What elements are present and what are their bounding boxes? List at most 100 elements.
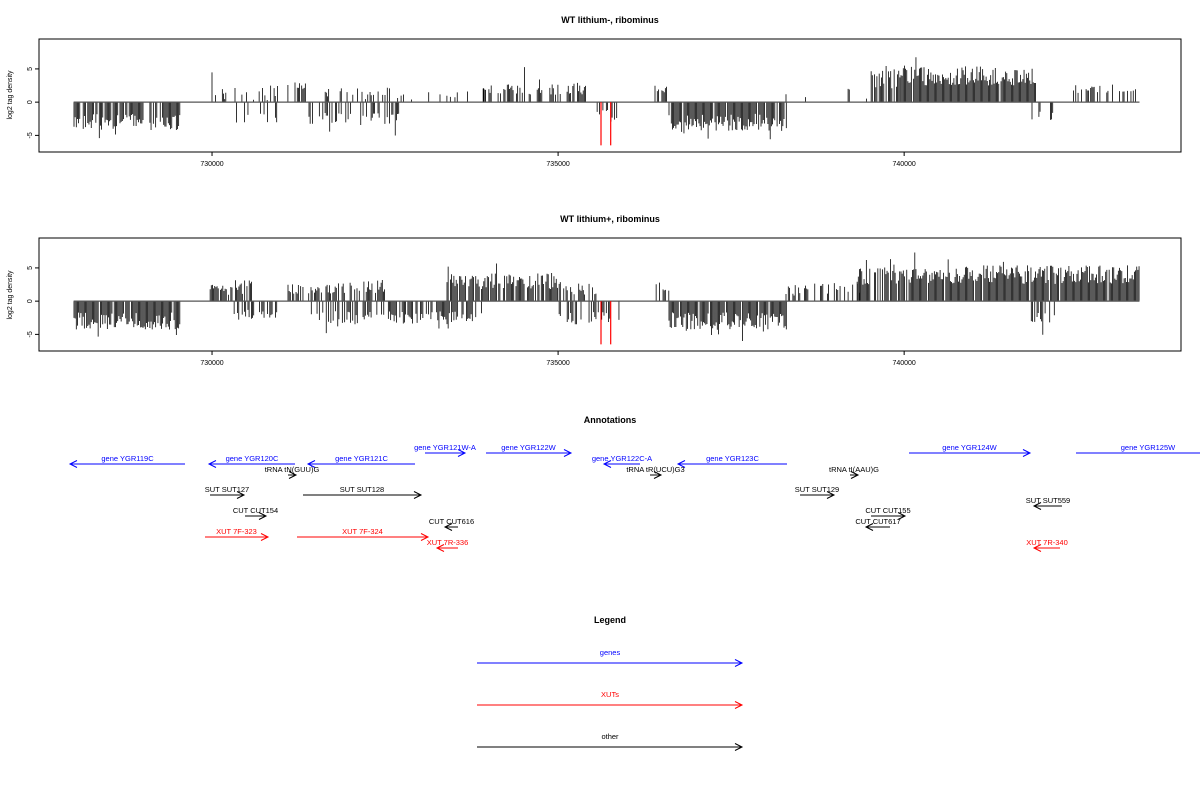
panel-top-x-axis: 730000 735000 740000 xyxy=(200,152,916,168)
y-tick-label: 5 xyxy=(27,67,34,71)
density-bars xyxy=(73,252,1140,341)
legend-arrowhead xyxy=(734,743,744,751)
feature-arrowhead xyxy=(420,533,430,541)
x-tick-label: 735000 xyxy=(546,161,569,168)
legend-item-other: other xyxy=(477,732,744,751)
x-tick-label: 740000 xyxy=(892,161,915,168)
feature-arrowhead xyxy=(457,449,467,457)
feature-label: CUT CUT616 xyxy=(429,517,474,526)
panel-bottom-x-axis: 730000 735000 740000 xyxy=(200,351,916,367)
legend-label: XUTs xyxy=(601,690,619,699)
feature-label: SUT SUT129 xyxy=(795,485,839,494)
legend-label: genes xyxy=(600,648,621,657)
feature-XUTs: XUT 7F-323 xyxy=(205,527,270,541)
density-bars xyxy=(73,57,1136,140)
panel-bottom-y-axis: -5 0 5 xyxy=(27,266,39,337)
feature-XUTs: XUT 7R-340 xyxy=(1026,538,1068,552)
y-tick-label: -5 xyxy=(27,331,34,337)
feature-genes: gene YGR122W xyxy=(486,443,573,457)
panel-bottom: WT lithium+, ribominus log2 tag density … xyxy=(7,214,1182,367)
feature-arrowhead xyxy=(563,449,573,457)
feature-label: tRNA tR(UCU)G3 xyxy=(626,465,684,474)
feature-arrowhead xyxy=(260,533,270,541)
feature-label: gene YGR123C xyxy=(706,454,759,463)
panel-top-ylabel: log2 tag density xyxy=(7,70,14,120)
feature-other: SUT SUT128 xyxy=(303,485,423,499)
feature-other: SUT SUT127 xyxy=(205,485,249,499)
legend-label: other xyxy=(601,732,619,741)
feature-label: gene YGR120C xyxy=(226,454,279,463)
feature-XUTs: XUT 7F-324 xyxy=(297,527,430,541)
feature-label: XUT 7R-340 xyxy=(1026,538,1068,547)
panel-top: WT lithium-, ribominus log2 tag density … xyxy=(7,15,1182,168)
feature-genes: gene YGR122C-A xyxy=(592,454,652,468)
feature-arrowhead xyxy=(288,471,298,479)
panel-top-highlights xyxy=(600,102,612,146)
feature-label: gene YGR125W xyxy=(1121,443,1176,452)
x-tick-label: 735000 xyxy=(546,360,569,367)
annotation-features: gene YGR119C gene YGR120C gene YGR121C gene… xyxy=(68,443,1200,552)
y-tick-label: 0 xyxy=(27,100,34,104)
panel-bottom-highlights xyxy=(600,301,612,345)
panel-bottom-bars xyxy=(73,252,1140,341)
legend-title: Legend xyxy=(594,615,626,625)
feature-label: tRNA tN(GUU)G xyxy=(265,465,320,474)
feature-label: CUT CUT155 xyxy=(865,506,910,515)
y-tick-label: -5 xyxy=(27,132,34,138)
legend-arrowhead xyxy=(734,701,744,709)
feature-label: CUT CUT617 xyxy=(855,517,900,526)
x-tick-label: 740000 xyxy=(892,360,915,367)
panel-top-frame xyxy=(38,38,1182,153)
feature-arrowhead xyxy=(1032,502,1042,510)
feature-arrowhead xyxy=(864,523,874,531)
panel-bottom-title: WT lithium+, ribominus xyxy=(560,214,660,224)
feature-label: gene YGR124W xyxy=(942,443,997,452)
feature-label: XUT 7F-324 xyxy=(342,527,383,536)
feature-XUTs: XUT 7R-336 xyxy=(427,538,469,552)
feature-genes: gene YGR120C xyxy=(207,454,295,468)
feature-arrowhead xyxy=(236,491,246,499)
feature-label: XUT 7R-336 xyxy=(427,538,469,547)
feature-arrowhead xyxy=(413,491,423,499)
feature-arrowhead xyxy=(68,460,78,468)
feature-arrowhead xyxy=(435,544,445,552)
feature-arrowhead xyxy=(306,460,316,468)
legend-arrowhead xyxy=(734,659,744,667)
panel-top-title: WT lithium-, ribominus xyxy=(561,15,659,25)
feature-genes: gene YGR125W xyxy=(1076,443,1200,454)
y-tick-label: 0 xyxy=(27,299,34,303)
feature-label: SUT SUT559 xyxy=(1026,496,1070,505)
panel-bottom-ylabel: log2 tag density xyxy=(7,270,14,320)
legend-panel: Legend genes XUTs other xyxy=(477,615,744,751)
x-tick-label: 730000 xyxy=(200,360,223,367)
panel-top-bars xyxy=(73,57,1140,140)
feature-arrowhead xyxy=(653,471,663,479)
feature-label: gene YGR122W xyxy=(501,443,556,452)
feature-genes: gene YGR121W-A xyxy=(414,443,476,457)
legend-items: genes XUTs other xyxy=(477,648,744,751)
feature-genes: gene YGR121C xyxy=(306,454,415,468)
panel-top-y-axis: -5 0 5 xyxy=(27,67,39,138)
feature-label: gene YGR121W-A xyxy=(414,443,476,452)
feature-label: tRNA tI(AAU)G xyxy=(829,465,879,474)
feature-other: SUT SUT559 xyxy=(1026,496,1070,510)
feature-other: CUT CUT154 xyxy=(233,506,278,520)
feature-genes: gene YGR119C xyxy=(68,454,185,468)
feature-arrowhead xyxy=(207,460,217,468)
feature-genes: gene YGR124W xyxy=(909,443,1032,457)
feature-other: SUT SUT129 xyxy=(795,485,839,499)
feature-label: gene YGR119C xyxy=(101,454,154,463)
y-tick-label: 5 xyxy=(27,266,34,270)
annotations-panel: Annotations gene YGR119C gene YGR120C gene… xyxy=(68,415,1200,552)
feature-arrowhead xyxy=(676,460,686,468)
feature-other: CUT CUT155 xyxy=(865,506,911,520)
feature-arrowhead xyxy=(1022,449,1032,457)
feature-label: XUT 7F-323 xyxy=(216,527,257,536)
legend-item-genes: genes xyxy=(477,648,744,667)
feature-other: tRNA tI(AAU)G xyxy=(829,465,879,479)
feature-arrowhead xyxy=(258,512,268,520)
feature-label: SUT SUT128 xyxy=(340,485,384,494)
feature-label: SUT SUT127 xyxy=(205,485,249,494)
feature-label: gene YGR121C xyxy=(335,454,388,463)
feature-arrowhead xyxy=(826,491,836,499)
